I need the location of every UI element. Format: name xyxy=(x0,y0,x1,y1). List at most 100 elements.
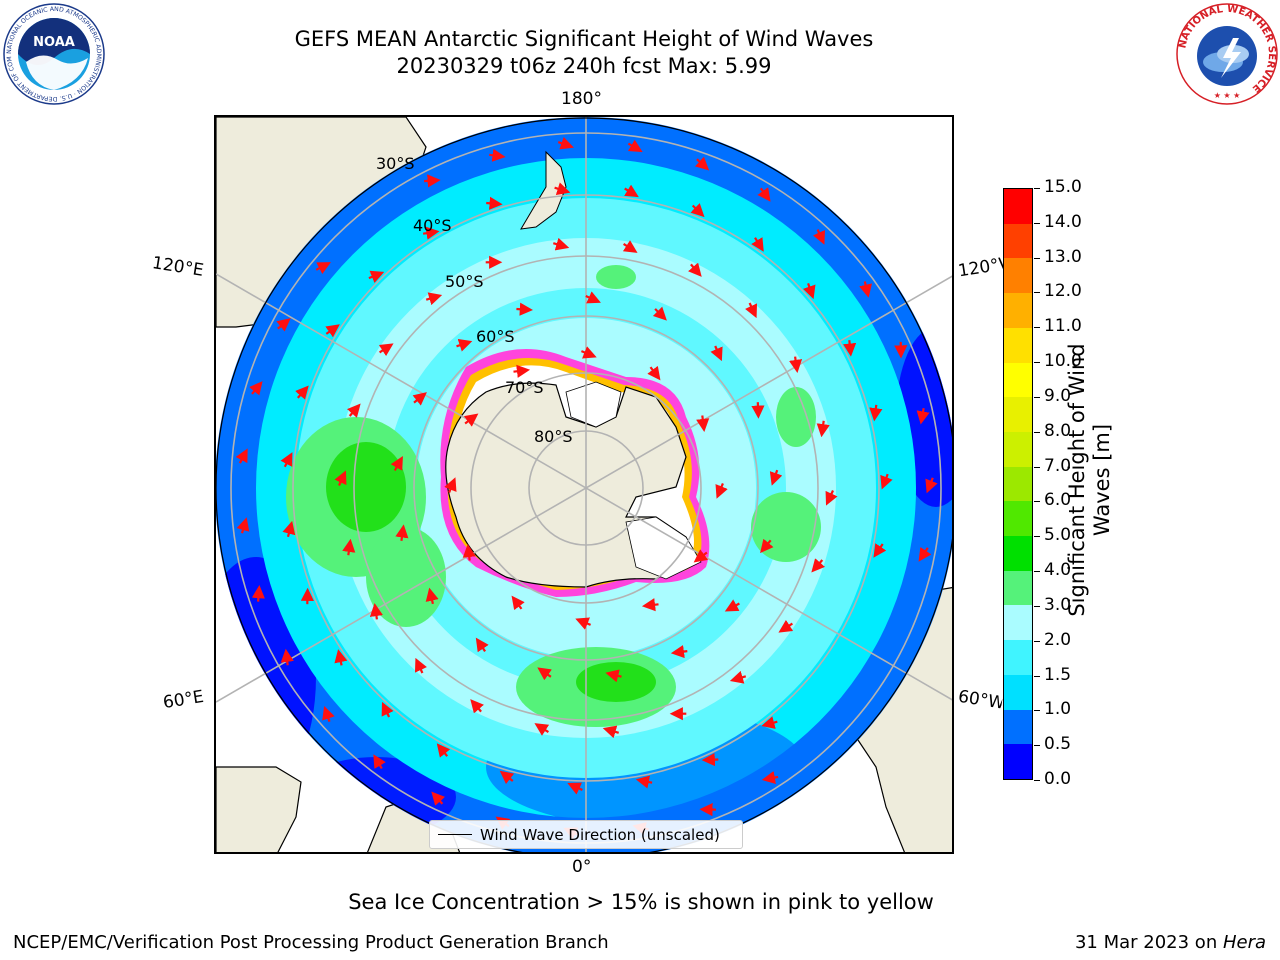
wave-direction-arrow xyxy=(295,385,309,400)
wave-direction-arrow xyxy=(724,599,740,612)
wave-direction-arrow xyxy=(916,408,930,425)
footer-date: 31 Mar 2023 on Hera xyxy=(1075,932,1266,953)
wave-direction-arrow xyxy=(925,477,938,494)
wave-direction-arrow xyxy=(761,771,779,784)
wave-direction-arrow xyxy=(757,187,771,202)
wave-height-patch xyxy=(326,442,406,532)
wave-direction-arrow xyxy=(282,520,296,538)
wave-direction-arrow xyxy=(624,184,639,198)
wave-direction-arrow xyxy=(513,364,531,378)
wave-direction-arrow xyxy=(688,262,702,277)
wave-direction-arrow xyxy=(652,306,667,321)
lon-label-60e: 60°E xyxy=(161,686,206,714)
lat-label-60s: 60°S xyxy=(476,327,515,346)
wave-direction-arrow xyxy=(334,470,347,486)
lat-label-70s: 70°S xyxy=(505,378,544,397)
lon-label-120w: 120°W xyxy=(956,254,1006,282)
wave-height-patch xyxy=(366,527,446,627)
colorbar-segment xyxy=(1004,640,1032,675)
polar-map: 30°S 40°S 50°S 60°S 70°S 80°S Wind Wave … xyxy=(214,115,954,854)
wave-direction-arrow xyxy=(516,302,533,316)
wave-direction-arrow xyxy=(456,338,473,352)
wave-direction-arrow xyxy=(602,725,620,739)
footer-date-text: 31 Mar 2023 on xyxy=(1074,932,1223,953)
wave-direction-arrow xyxy=(622,240,638,253)
wave-direction-arrow xyxy=(554,182,571,196)
colorbar-tick-label: 14.0 xyxy=(1044,211,1082,232)
wave-direction-arrow xyxy=(802,283,816,300)
wave-direction-arrow xyxy=(425,292,443,306)
wave-direction-arrow xyxy=(369,602,383,620)
wave-direction-arrow xyxy=(346,403,361,418)
wave-direction-arrow xyxy=(431,791,446,806)
colorbar-tick xyxy=(1034,257,1040,259)
wave-direction-arrow xyxy=(778,619,794,633)
wave-direction-arrow xyxy=(873,543,887,558)
wave-direction-arrow xyxy=(761,716,778,729)
wave-direction-arrow xyxy=(575,617,592,630)
wave-height-patch xyxy=(776,387,816,447)
colorbar-segment xyxy=(1004,605,1032,641)
colorbar-tick xyxy=(1034,605,1040,607)
lat-label-80s: 80°S xyxy=(534,427,573,446)
lat-label-40s: 40°S xyxy=(413,216,452,235)
colorbar-segment xyxy=(1004,570,1032,606)
wind-wave-arrows xyxy=(235,136,938,840)
wave-direction-arrow xyxy=(816,420,830,438)
colorbar-tick-label: 6.0 xyxy=(1044,490,1072,511)
colorbar-tick xyxy=(1034,396,1040,398)
colorbar-tick xyxy=(1034,536,1040,538)
wave-direction-arrow xyxy=(462,543,476,561)
colorbar-tick xyxy=(1034,327,1040,329)
colorbar-tick xyxy=(1034,571,1040,573)
wave-direction-arrow xyxy=(251,585,265,602)
colorbar-segment xyxy=(1004,258,1032,294)
lon-label-180: 180° xyxy=(561,89,602,109)
wave-direction-arrow xyxy=(715,482,728,499)
colorbar xyxy=(1003,188,1033,780)
wave-direction-arrow xyxy=(511,595,525,611)
wave-direction-arrow xyxy=(422,226,440,240)
colorbar-tick-label: 1.0 xyxy=(1044,699,1072,720)
wave-direction-arrow xyxy=(412,392,427,406)
footer-branch: NCEP/EMC/Verification Post Processing Pr… xyxy=(13,932,609,953)
colorbar-tick-label: 10.0 xyxy=(1044,351,1082,372)
map-legend: Wind Wave Direction (unscaled) xyxy=(429,820,743,849)
colorbar-tick-label: 3.0 xyxy=(1044,594,1072,615)
wave-direction-arrow xyxy=(811,558,826,573)
wave-direction-arrow xyxy=(280,452,293,468)
wave-direction-arrow xyxy=(425,587,439,605)
wave-direction-arrow xyxy=(693,549,709,563)
africa-land xyxy=(216,766,302,852)
wave-direction-arrow xyxy=(918,547,932,562)
lon-label-0: 0° xyxy=(572,857,592,877)
wave-direction-arrow xyxy=(486,196,503,210)
colorbar-tick xyxy=(1034,222,1040,224)
wave-direction-arrow xyxy=(424,174,441,188)
wave-direction-arrow xyxy=(322,705,335,722)
wave-direction-arrow xyxy=(769,469,783,486)
colorbar-segment xyxy=(1004,466,1032,502)
colorbar-segment xyxy=(1004,744,1032,779)
colorbar-tick-label: 4.0 xyxy=(1044,560,1072,581)
wave-direction-arrow xyxy=(280,648,294,666)
svg-text:★ ★ ★: ★ ★ ★ xyxy=(1214,91,1241,100)
footer-host: Hera xyxy=(1222,932,1266,953)
wave-direction-arrow xyxy=(710,345,723,362)
colorbar-tick-label: 15.0 xyxy=(1044,177,1082,197)
wave-direction-arrow xyxy=(690,203,705,218)
colorbar-segment xyxy=(1004,536,1032,571)
wave-direction-arrow xyxy=(843,340,857,357)
colorbar-tick xyxy=(1034,188,1040,189)
legend-line-swatch xyxy=(438,834,472,835)
colorbar-tick xyxy=(1034,640,1040,642)
wave-direction-arrow xyxy=(869,404,883,422)
nws-logo: NATIONAL WEATHER SERVICE ★ ★ ★ xyxy=(1176,3,1278,105)
noaa-logo: NATIONAL OCEANIC AND ATMOSPHERIC ADMINIS… xyxy=(2,2,105,105)
colorbar-title: Significant Height of Wind Waves [m] xyxy=(1065,343,1114,617)
title-line-2: 20230329 t06z 240h fcst Max: 5.99 xyxy=(396,54,772,78)
wave-direction-arrow xyxy=(812,229,826,245)
wave-direction-arrow xyxy=(647,365,661,381)
colorbar-segment xyxy=(1004,327,1032,363)
wave-direction-arrow xyxy=(236,517,250,534)
